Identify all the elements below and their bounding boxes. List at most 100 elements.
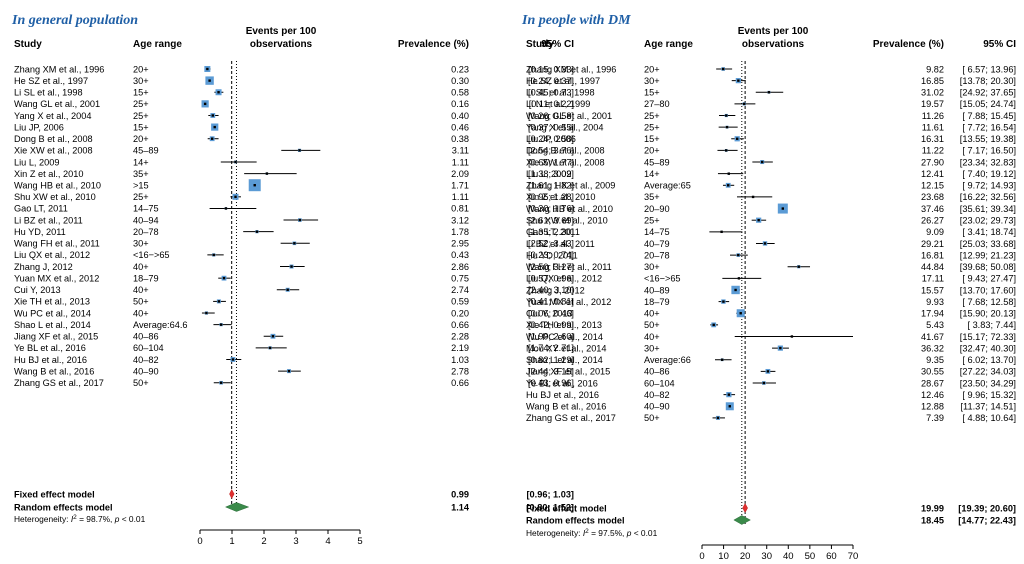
header-prevalence: Prevalence (%) [398,39,469,50]
study-name: Wang GL et al., 2001 [14,99,100,109]
study-row: Liu JP, 2006 15+ 16.31 [13.55; 19.38] [526,134,1016,144]
prevalence-value: 1.11 [452,157,469,167]
study-row: Zhang XM et al., 1996 20+ 9.82 [ 6.57; 13.9… [526,64,1016,74]
study-name: Gao LT, 2011 [14,204,68,214]
study-row: Yuan MX et al., 2012 18–79 9.93 [ 7.68; 12.… [526,297,1016,307]
fixed-effect-label: Fixed effect model [14,489,95,499]
ci-value: [1.38; 3.02] [528,169,574,179]
study-name: Xie XW et al., 2008 [14,146,93,156]
study-row: Shao L et al., 2014 Average:64.6 0.66 [0.42… [14,320,574,330]
x-tick-label: 40 [783,551,794,562]
ci-value: [15.17; 72.33] [960,332,1016,342]
point-estimate [797,265,800,268]
study-name: He SZ et al., 1997 [526,76,600,86]
point-estimate [298,149,301,152]
point-estimate [253,184,256,187]
study-name: Liu L, 2009 [14,157,59,167]
prevalence-value: 2.28 [451,332,469,342]
random-effects-diamond [733,515,751,525]
study-name: Cui Y, 2013 [526,309,573,319]
x-tick-label: 5 [357,536,362,547]
point-estimate [725,125,729,129]
study-row: Ye BL et al., 2016 60–104 28.67 [23.50; 34.… [526,378,1016,388]
age-range: 15+ [133,88,149,98]
study-row: Xie XW et al., 2008 45–89 3.11 [2.54; 3.76] [14,146,574,156]
age-range: 50+ [133,297,149,307]
study-row: Hu BJ et al., 2016 40–82 12.46 [ 9.96; 15.3… [526,390,1016,400]
point-estimate [287,369,291,373]
age-range: Average:64.6 [133,320,188,330]
study-name: Yuan MX et al., 2012 [526,297,611,307]
study-name: Li N et al., 1999 [526,99,590,109]
point-estimate [720,358,724,361]
ci-value: [ 9.96; 15.32] [962,390,1016,400]
prevalence-value: 12.41 [921,169,944,179]
ci-value: [ 9.43; 27.47] [962,274,1016,284]
ci-value: [13.55; 19.38] [960,134,1016,144]
fixed-effect-diamond [229,488,235,500]
ci-value: [1.35; 2.30] [528,227,574,237]
prevalence-value: 2.86 [451,262,469,272]
study-name: Wang B et al., 2016 [526,402,606,412]
study-row: Wang HB et al., 2010 20–90 37.46 [35.61; 39… [526,203,1016,214]
x-tick-label: 3 [293,536,298,547]
header-events-line2: observations [250,39,313,50]
ci-value: [2.40; 3.10] [528,285,574,295]
study-name: Dong B et al., 2008 [526,146,605,156]
age-range: 40–86 [644,367,670,377]
prevalence-value: 5.43 [926,320,944,330]
point-estimate [766,370,770,373]
age-range: 50+ [133,378,149,388]
study-row: Liu L, 2009 14+ 12.41 [ 7.40; 19.12] [526,169,1016,179]
study-name: Jiang XF et al., 2015 [14,332,98,342]
ci-value: [24.92; 37.65] [960,88,1016,98]
panel-title: In people with DM [521,13,631,28]
prevalence-value: 27.90 [921,157,944,167]
random-effects-ci: [14.77; 22.43] [958,515,1016,525]
study-row: Shu XW et al., 2010 25+ 26.27 [23.02; 29.73… [526,215,1016,225]
prevalence-value: 0.23 [451,64,469,74]
ci-value: [15.05; 24.74] [960,99,1016,109]
study-name: Li BZ et al., 2011 [14,215,83,225]
study-row: Xin Z et al., 2010 35+ 23.68 [16.22; 32.56] [526,192,1016,202]
study-row: Zhang XM et al., 1996 20+ 0.23 [0.15; 0.33] [14,64,574,74]
ci-value: [0.82; 1.29] [528,355,574,365]
prevalence-value: 12.46 [921,390,944,400]
ci-value: [0.45; 0.73] [528,88,574,98]
study-row: Mou XY et al., 2014 30+ 36.32 [32.47; 40.30… [526,343,1016,353]
study-name: Shao L et al., 2014 [526,355,603,365]
study-row: Shao L et al., 2014 Average:66 9.35 [ 6.02;… [526,355,1016,365]
study-name: Liu L, 2009 [526,169,571,179]
age-range: 20–90 [644,204,670,214]
ci-value: [0.06; 0.46] [528,308,574,318]
study-name: Wang FH et al., 2011 [526,262,612,272]
study-name: Liu QX et al., 2012 [14,250,90,260]
forest-panel-1: In general population Study Age range Event… [11,13,574,547]
prevalence-value: 11.26 [922,111,944,121]
point-estimate [737,277,741,280]
age-range: 20+ [133,134,149,144]
prevalence-value: 12.88 [921,402,944,412]
study-row: Ye BL et al., 2016 60–104 2.19 [1.74; 2.71] [14,343,574,353]
study-name: Wang FH et al., 2011 [14,239,100,249]
study-name: Ye BL et al., 2016 [14,343,86,353]
point-estimate [737,253,740,257]
ci-value: [0.26; 0.58] [528,111,574,121]
point-estimate [720,230,723,234]
age-range: 30+ [133,76,149,86]
study-name: Yuan MX et al., 2012 [14,273,99,283]
age-range: 30+ [644,343,660,353]
age-range: 40–89 [644,285,670,295]
x-tick-label: 70 [848,551,859,562]
x-tick-label: 20 [740,551,751,562]
prevalence-value: 17.94 [921,309,944,319]
age-range: 25+ [133,192,149,202]
study-name: Xie TH et al., 2013 [526,320,602,330]
age-range: 14–75 [644,227,670,237]
age-range: 40–82 [644,390,670,400]
header-study: Study [526,39,554,50]
study-name: Dong B et al., 2008 [14,134,93,144]
ci-value: [0.65; 1.77] [528,157,574,167]
age-range: 30+ [133,239,149,249]
ci-value: [23.34; 32.83] [960,157,1016,167]
